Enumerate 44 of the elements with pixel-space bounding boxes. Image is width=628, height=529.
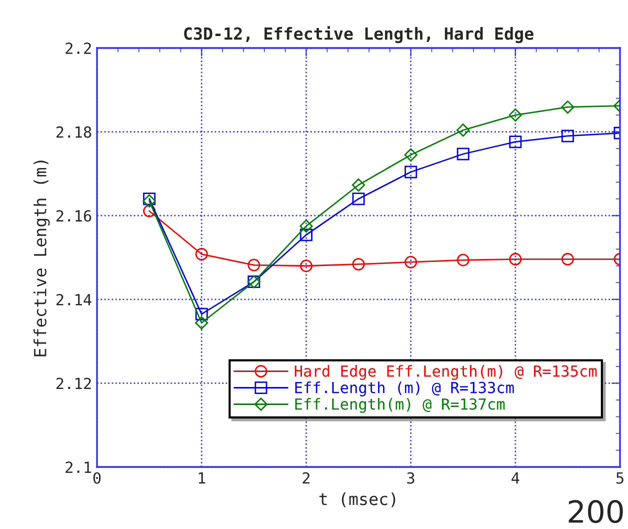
point <box>456 124 470 137</box>
point <box>404 256 418 268</box>
point <box>142 194 156 208</box>
y-axis-title: Effective Length (m) <box>34 160 50 356</box>
legend-label: Hard Edge Eff.Length(m) @ R=135cm <box>294 364 597 380</box>
legend-label: Eff.Length(m) @ R=137cm <box>295 398 505 413</box>
chart-title: C3D-12, Effective Length, Hard Edge <box>184 26 534 44</box>
point <box>300 260 312 272</box>
text: 200 <box>568 500 623 524</box>
point <box>456 254 470 266</box>
y-tick-label: 2.16 <box>56 210 92 222</box>
x-tick-label: 4 <box>512 472 520 484</box>
y-tick-label: 2.2 <box>66 42 91 54</box>
y-tick-label: 2.1 <box>66 462 92 473</box>
point <box>508 108 522 122</box>
point <box>404 166 418 178</box>
point <box>143 192 156 206</box>
point <box>248 258 260 272</box>
y-tick-label: 2.18 <box>56 126 92 138</box>
point <box>352 258 365 270</box>
point <box>195 308 208 320</box>
y-tick-label: 2.14 <box>56 294 92 306</box>
x-tick-label: 1 <box>198 472 206 484</box>
x-axis-title: t (msec) <box>319 492 396 508</box>
y-tick-label: 2.12 <box>56 378 91 390</box>
legend-label: Eff.Length (m) @ R=133cm <box>295 381 514 396</box>
point <box>561 130 574 142</box>
point <box>352 178 366 192</box>
point <box>456 148 470 160</box>
point <box>509 136 522 148</box>
point <box>404 148 418 162</box>
point <box>195 248 208 260</box>
x-tick-label: 5 <box>616 472 624 484</box>
point <box>300 219 313 233</box>
point <box>300 228 312 242</box>
x-tick-label: 0 <box>93 472 101 484</box>
point <box>561 100 574 114</box>
point <box>195 316 208 330</box>
x-tick-label: 2 <box>302 472 310 484</box>
point <box>352 192 365 206</box>
point <box>143 204 156 218</box>
point <box>561 252 574 266</box>
point <box>509 252 522 266</box>
x-tick-label: 3 <box>407 472 414 484</box>
